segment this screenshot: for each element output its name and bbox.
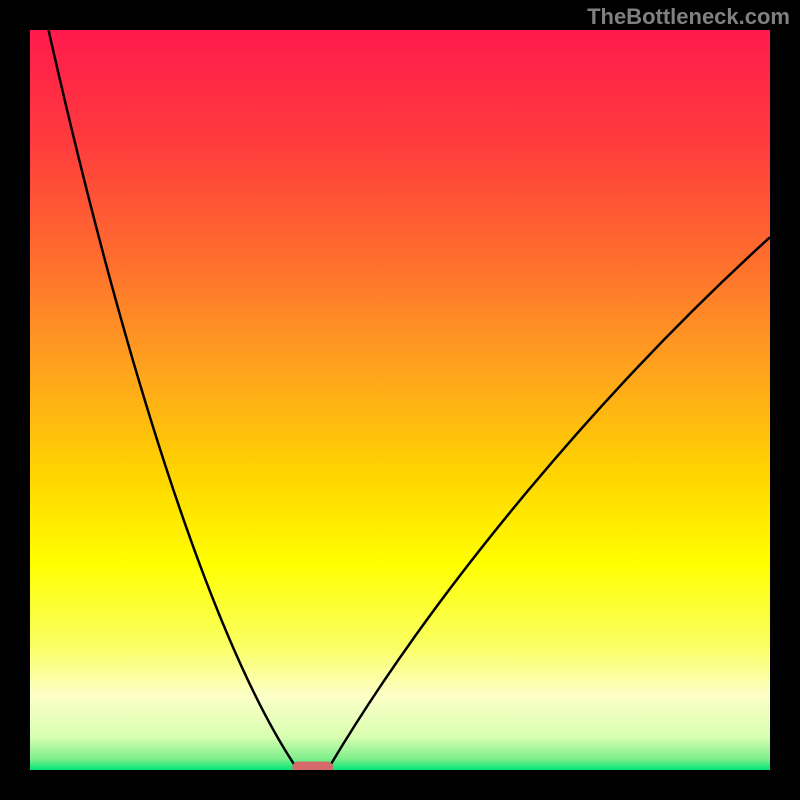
watermark-text: TheBottleneck.com bbox=[587, 4, 790, 30]
plot-area bbox=[30, 30, 770, 770]
figure-root: TheBottleneck.com bbox=[0, 0, 800, 800]
bottleneck-marker bbox=[292, 761, 333, 770]
chart-svg bbox=[30, 30, 770, 770]
